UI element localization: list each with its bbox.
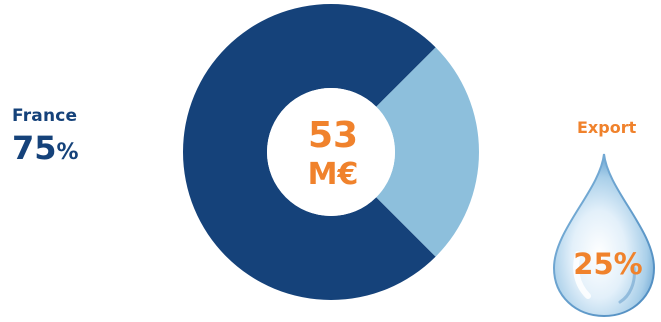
donut-slice-export (376, 47, 479, 257)
donut-hole (267, 88, 395, 216)
total-unit: M€ (307, 157, 359, 192)
export-percent: 25% (573, 247, 643, 281)
water-drop-icon (552, 153, 656, 318)
france-percent: 75% (12, 132, 79, 164)
total-value: 53 (307, 115, 359, 156)
france-label: France (12, 106, 78, 126)
donut-slice-france (182, 3, 436, 300)
france-percent-unit: % (56, 140, 79, 165)
france-percent-value: 75 (12, 129, 57, 167)
export-label: Export (577, 118, 637, 137)
